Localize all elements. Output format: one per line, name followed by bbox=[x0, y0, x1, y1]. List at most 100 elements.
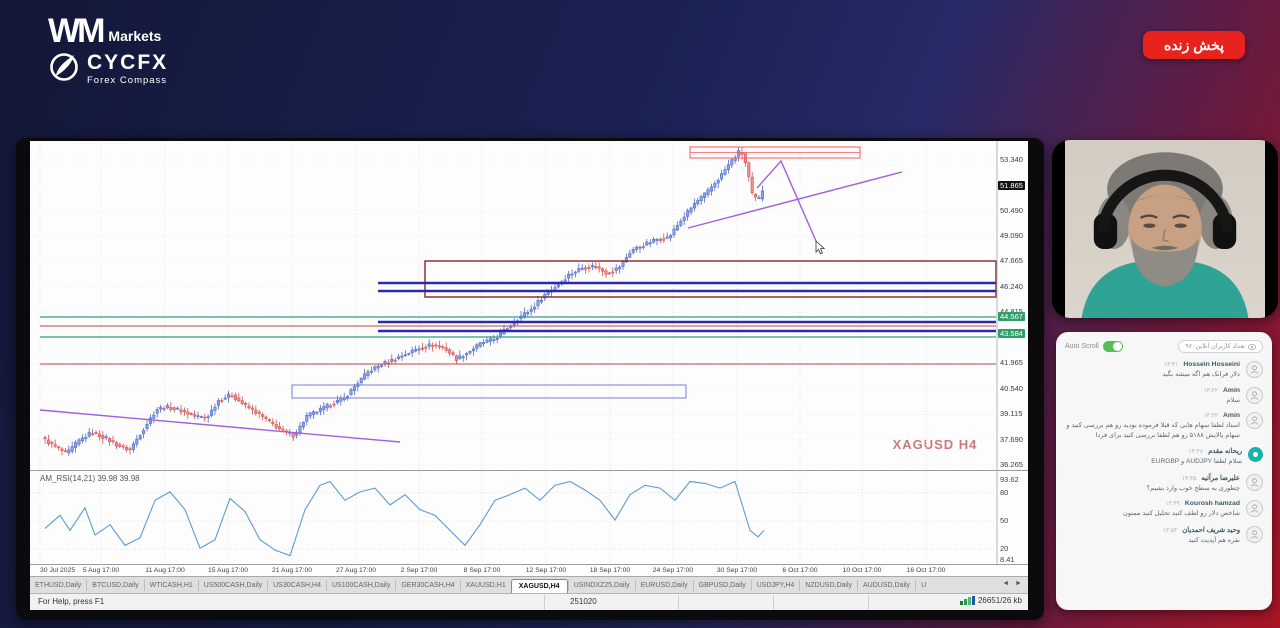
chat-message-text: شاخص دلار رو لطف کنید تحلیل کنید ممنون bbox=[1122, 510, 1240, 518]
chat-timestamp: ۱۴:۴۵ bbox=[1181, 475, 1197, 482]
connection-status: 26651/26 kb bbox=[959, 596, 1022, 605]
tab-gbpusd-daily[interactable]: GBPUSD,Daily bbox=[692, 580, 751, 591]
brand-block: WM Markets CYCFX Forex Compass bbox=[48, 12, 169, 88]
time-axis-label: 5 Aug 17:00 bbox=[82, 567, 120, 574]
symbol-watermark: XAGUSD H4 bbox=[892, 437, 978, 452]
axis-tick: 8.41 bbox=[1000, 555, 1015, 564]
time-axis-label: 10 Oct 17:00 bbox=[842, 567, 882, 574]
tab-btcusd-daily[interactable]: BTCUSD,Daily bbox=[86, 580, 143, 591]
online-users-pill: تعداد کاربران آنلاین: ۹۶ bbox=[1178, 340, 1263, 353]
time-axis-label: 12 Sep 17:00 bbox=[525, 567, 567, 574]
chat-username: Amin bbox=[1223, 386, 1240, 394]
time-axis-label: 30 Jul 2025 bbox=[40, 567, 76, 574]
tab-scroll-arrows[interactable]: ◄ ► bbox=[1000, 580, 1026, 587]
chat-username: Amin bbox=[1223, 412, 1240, 420]
chat-message-text: دلار فرانک هم اگه میشه بگید bbox=[1162, 371, 1240, 378]
chat-header: Auto Scroll تعداد کاربران آنلاین: ۹۶ bbox=[1056, 332, 1272, 359]
chat-message: Amin ۱۴:۲۳ استاد لطفا سهام هایی که قبلا فر… bbox=[1062, 412, 1263, 440]
tab-xauusd-h1[interactable]: XAUUSD,H1 bbox=[459, 580, 511, 591]
time-axis-label: 11 Aug 17:00 bbox=[145, 567, 185, 574]
time-axis-label: 27 Aug 17:00 bbox=[335, 567, 377, 574]
trading-platform-window: XAGUSD H4 AM_RSI(14,21) 39.98 39.98 53.3… bbox=[16, 138, 1044, 620]
time-axis-label: 24 Sep 17:00 bbox=[652, 567, 694, 574]
chat-message-text: چطوری به سطح خوب وارد بشیم؟ bbox=[1146, 484, 1240, 492]
tab-us100cash-daily[interactable]: US100CASH,Daily bbox=[325, 580, 395, 591]
chat-username: علیرضا مرآتیه bbox=[1201, 474, 1240, 482]
axis-tick: 40.540 bbox=[1000, 383, 1023, 393]
indicator-label: AM_RSI(14,21) 39.98 39.98 bbox=[40, 474, 140, 483]
chat-message: وحید شریف احمدیان ۱۴:۵۴ نقره هم آپدیت کنید bbox=[1062, 525, 1263, 546]
avatar bbox=[1246, 386, 1263, 404]
live-broadcast-badge: پخش زنده bbox=[1143, 31, 1245, 59]
tab-wticash-h1[interactable]: WTICASH,H1 bbox=[143, 580, 198, 591]
time-axis-label: 6 Oct 17:00 bbox=[782, 567, 818, 574]
time-axis: 30 Jul 2025 5 Aug 17:00 11 Aug 17:00 15 Aug… bbox=[30, 564, 1028, 577]
chat-message: Hossein Hosseini ۱۳:۴۱ دلار فرانک هم اگه م… bbox=[1062, 361, 1263, 380]
tab-us500cash-daily[interactable]: US500CASH,Daily bbox=[197, 580, 267, 591]
chat-timestamp: ۱۳:۴۱ bbox=[1163, 362, 1179, 368]
wm-markets-label: Markets bbox=[108, 27, 162, 44]
axis-tick: 51.865 bbox=[998, 181, 1025, 191]
candlestick-chart[interactable] bbox=[30, 141, 1028, 564]
axis-tick: 93.62 bbox=[1000, 475, 1019, 484]
avatar bbox=[1246, 361, 1263, 378]
chat-message-text: نقره هم آپدیت کنید bbox=[1188, 536, 1240, 544]
time-axis-label: 30 Sep 17:00 bbox=[716, 567, 758, 574]
tab-us30cash-h4[interactable]: US30CASH,H4 bbox=[267, 580, 326, 591]
auto-scroll-toggle[interactable] bbox=[1102, 341, 1123, 352]
chat-timestamp: ۱۴:۴۹ bbox=[1165, 501, 1180, 508]
tab-audusd-daily[interactable]: AUDUSD,Daily bbox=[857, 580, 915, 591]
cycfx-tagline: Forex Compass bbox=[87, 75, 168, 87]
avatar bbox=[1246, 525, 1263, 543]
chat-message: علیرضا مرآتیه ۱۴:۴۵ چطوری به سطح خوب وارد … bbox=[1062, 473, 1263, 494]
time-axis-label: 18 Sep 17:00 bbox=[589, 567, 631, 574]
chat-message: Kourosh hamzad ۱۴:۴۹ شاخص دلار رو لطف کنید… bbox=[1062, 500, 1263, 519]
axis-tick: 46.240 bbox=[1000, 281, 1023, 291]
axis-tick: 44.567 bbox=[998, 311, 1025, 321]
help-hint: For Help, press F1 bbox=[38, 597, 105, 606]
auto-scroll-label: Auto Scroll bbox=[1065, 343, 1099, 350]
tab-xagusd-h4[interactable]: XAGUSD,H4 bbox=[510, 578, 568, 593]
chat-username: Kourosh hamzad bbox=[1184, 500, 1240, 508]
chat-message-text: استاد لطفا سهام هایی که قبلا فرموده بودی… bbox=[1066, 422, 1240, 439]
time-axis-label: 15 Aug 17:00 bbox=[207, 567, 249, 574]
axis-tick: 47.665 bbox=[1000, 256, 1023, 266]
tab-u[interactable]: U bbox=[915, 580, 931, 591]
chat-timestamp: ۱۴:۲۳ bbox=[1203, 413, 1218, 420]
chat-message-list[interactable]: Hossein Hosseini ۱۳:۴۱ دلار فرانک هم اگه م… bbox=[1056, 359, 1272, 545]
tab-ger30cash-h4[interactable]: GER30CASH,H4 bbox=[395, 580, 459, 591]
chat-timestamp: ۱۴:۲۸ bbox=[1188, 449, 1204, 456]
connection-bars-icon bbox=[959, 596, 975, 605]
axis-tick: 39.115 bbox=[1000, 409, 1023, 419]
time-axis-label: 2 Sep 17:00 bbox=[400, 567, 438, 574]
symbol-tab-bar: ETHUSD,Daily BTCUSD,Daily WTICASH,H1 US500C… bbox=[30, 576, 1028, 594]
chart-area[interactable]: XAGUSD H4 AM_RSI(14,21) 39.98 39.98 53.3… bbox=[30, 141, 1028, 610]
price-axis: 53.34051.86550.49049.09047.66546.24044.8… bbox=[997, 141, 1028, 564]
chat-message: ریحانه مقدم ۱۴:۲۸ سلام لطفا AUDJPY و EURGB… bbox=[1062, 447, 1263, 467]
chat-message: Amin ۱۴:۲۲ سلام bbox=[1062, 386, 1263, 406]
axis-tick: 53.340 bbox=[1000, 155, 1023, 164]
chat-username: وحید شریف احمدیان bbox=[1182, 526, 1240, 534]
webcam-panel bbox=[1052, 140, 1278, 318]
axis-tick: 36.265 bbox=[1000, 459, 1023, 469]
chat-username: ریحانه مقدم bbox=[1208, 448, 1242, 456]
status-bar: For Help, press F1 251020 26651/26 kb bbox=[30, 593, 1028, 610]
tab-eurusd-daily[interactable]: EURUSD,Daily bbox=[634, 580, 693, 591]
avatar bbox=[1248, 447, 1263, 463]
tab-usindxz25-daily[interactable]: USINDXZ25,Daily bbox=[567, 580, 635, 591]
chat-timestamp: ۱۴:۵۴ bbox=[1162, 527, 1178, 534]
axis-tick: 43.584 bbox=[998, 329, 1025, 339]
axis-tick: 50 bbox=[1000, 515, 1009, 525]
time-axis-label: 16 Oct 17:00 bbox=[906, 567, 946, 574]
axis-tick: 37.690 bbox=[1000, 434, 1023, 444]
time-axis-label: 21 Aug 17:00 bbox=[271, 567, 313, 574]
axis-tick: 49.090 bbox=[1000, 230, 1023, 240]
status-code: 251020 bbox=[570, 597, 597, 606]
tab-nzdusd-daily[interactable]: NZDUSD,Daily bbox=[799, 580, 857, 591]
tab-usdjpy-h4[interactable]: USDJPY,H4 bbox=[750, 580, 800, 591]
eye-icon bbox=[1248, 343, 1256, 350]
tab-ethusd-daily[interactable]: ETHUSD,Daily bbox=[35, 582, 82, 589]
wm-logo: WM bbox=[48, 12, 105, 50]
cycfx-logo: CYCFX bbox=[87, 51, 169, 75]
